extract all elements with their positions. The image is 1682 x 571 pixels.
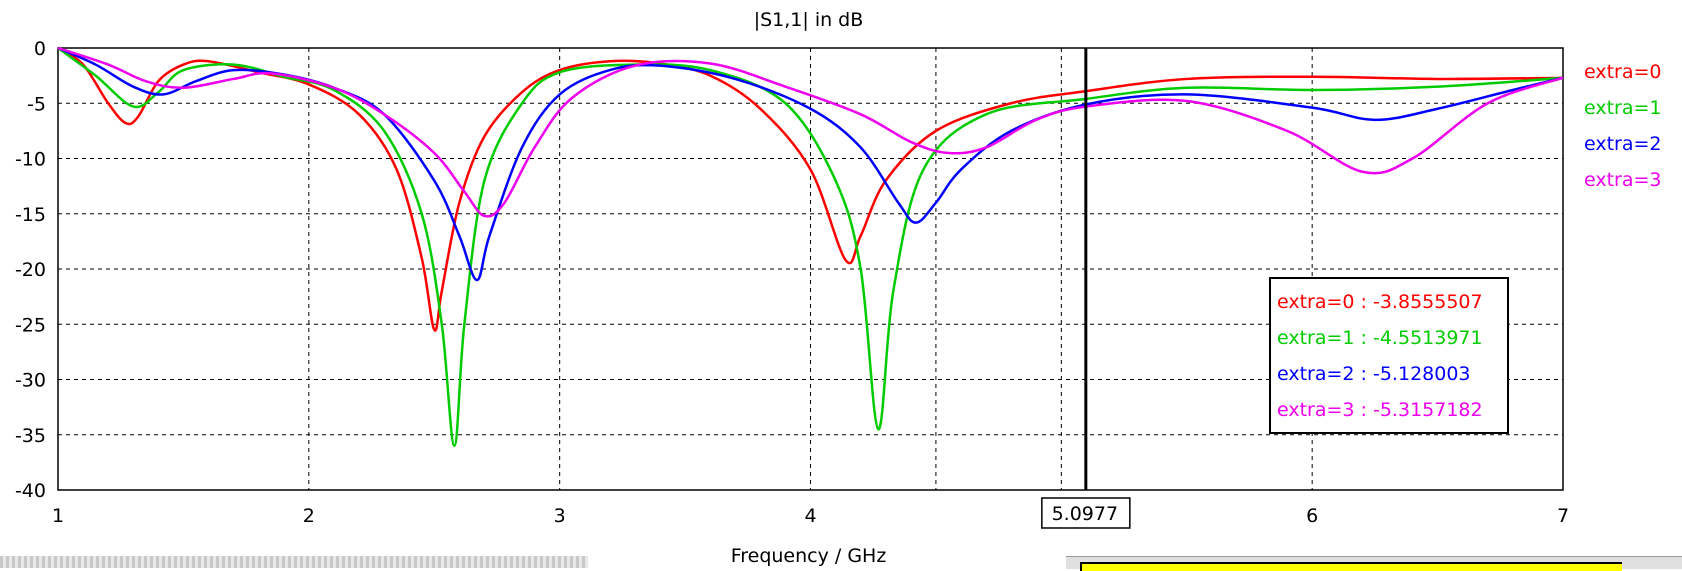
chart-title: |S1,1| in dB (754, 9, 864, 31)
y-tick-label: -40 (15, 480, 46, 502)
readout-value-1: extra=1 : -4.5513971 (1277, 327, 1483, 349)
series-line-extra-0 (57, 46, 1564, 332)
marker-value-label: 5.0977 (1052, 503, 1118, 525)
readout-box-frame (1269, 277, 1509, 434)
legend-item-extra-2: extra=2 (1584, 133, 1662, 155)
legend-item-extra-3: extra=3 (1584, 169, 1662, 191)
marker-value-box (1041, 497, 1131, 529)
x-tick-label: 7 (1557, 505, 1569, 527)
y-axis-ticks: 0 -5 -10 -15 -20 -25 -30 -35 -40 (15, 38, 46, 502)
series-line-extra-3 (57, 46, 1564, 218)
plot-area-frame (57, 47, 1564, 491)
y-tick-label: -20 (15, 259, 46, 281)
series-line-extra-2 (57, 46, 1564, 282)
x-tick-label: 2 (303, 505, 315, 527)
x-tick-label: 3 (554, 505, 566, 527)
x-axis-label: Frequency / GHz (731, 545, 887, 567)
x-tick-label: 1 (52, 505, 64, 527)
y-tick-label: -10 (15, 149, 46, 171)
readout-value-0: extra=0 : -3.8555507 (1277, 291, 1483, 313)
readout-box: extra=0 : -3.8555507 extra=1 : -4.5513971… (1269, 277, 1509, 434)
y-tick-label: -35 (15, 425, 46, 447)
readout-value-3: extra=3 : -5.3157182 (1277, 399, 1483, 421)
x-tick-label: 4 (804, 505, 816, 527)
bottom-left-scrollbar[interactable] (0, 556, 588, 568)
x-tick-label: 6 (1306, 505, 1318, 527)
series-layer (57, 46, 1564, 448)
y-tick-label: -15 (15, 204, 46, 226)
series-line-extra-1 (57, 46, 1564, 448)
legend-item-extra-1: extra=1 (1584, 97, 1662, 119)
bottom-right-panel-edge (1066, 556, 1682, 571)
legend-item-extra-0: extra=0 (1584, 61, 1662, 83)
y-tick-label: -25 (15, 314, 46, 336)
readout-value-2: extra=2 : -5.128003 (1277, 363, 1471, 385)
y-tick-label: -5 (27, 93, 46, 115)
legend: extra=0 extra=1 extra=2 extra=3 (1584, 61, 1662, 191)
y-tick-label: 0 (34, 38, 46, 60)
grid-lines (58, 48, 1563, 490)
yellow-panel (1080, 562, 1622, 571)
y-tick-label: -30 (15, 370, 46, 392)
